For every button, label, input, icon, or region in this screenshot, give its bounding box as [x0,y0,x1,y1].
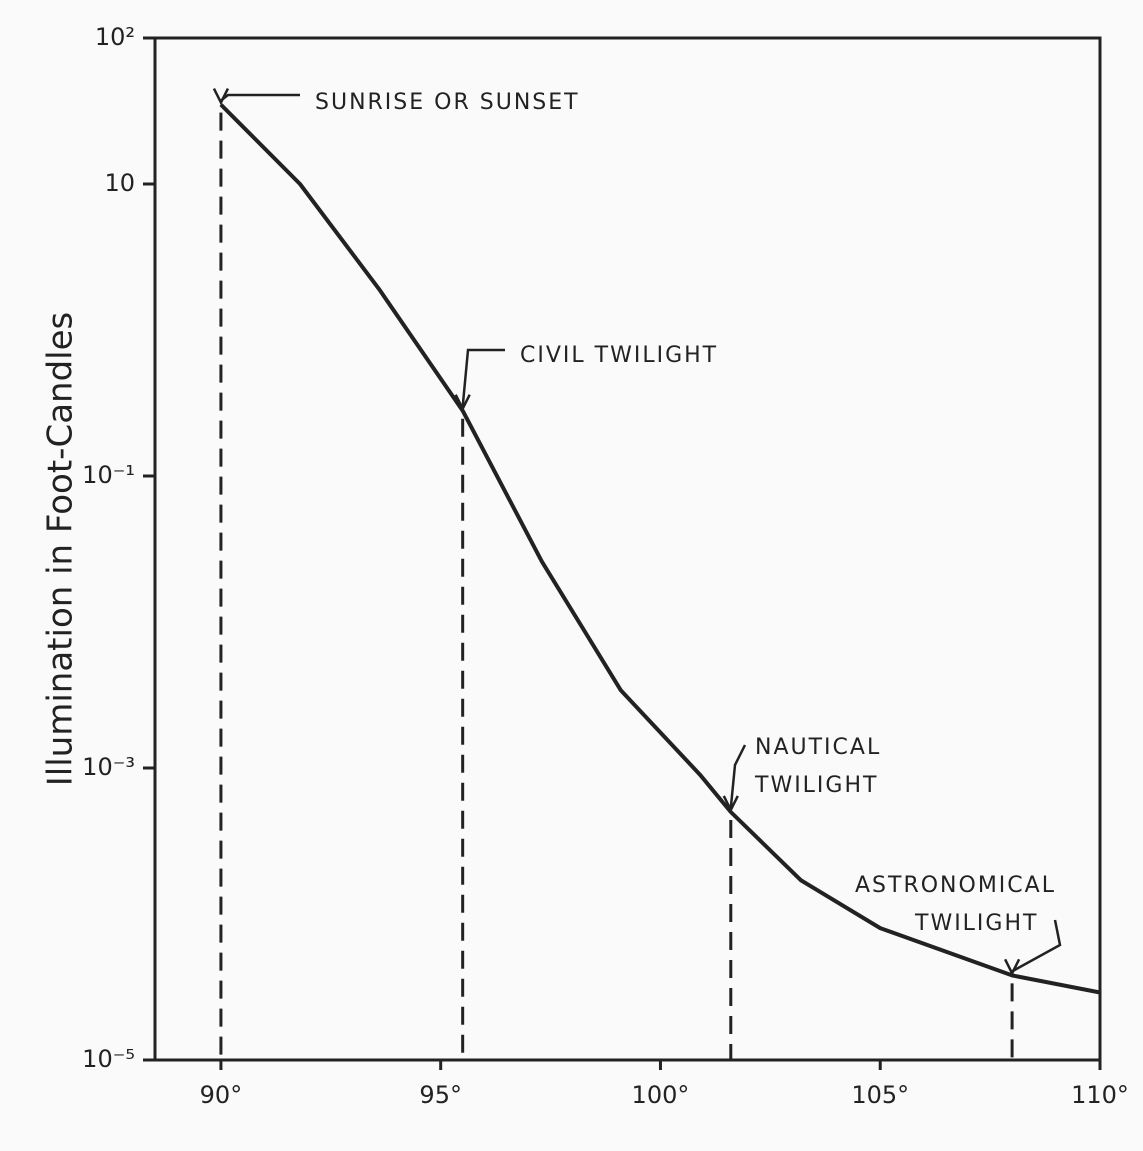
annotation-text: TWILIGHT [754,773,878,798]
curve [219,103,1101,995]
x-tick-label: 105° [851,1081,909,1109]
annotation-arrow [461,348,505,407]
annotation-text: NAUTICAL [755,735,881,760]
x-tick-label: 110° [1071,1081,1129,1109]
arrow-head [1003,958,1021,977]
x-tick-label: 90° [200,1081,243,1109]
arrow-head [722,795,739,813]
y-tick-label: 10 [104,169,135,197]
annotation-arrow [729,744,747,809]
y-axis-label: Illumination in Foot-Candles [41,312,81,787]
annotation-text: ASTRONOMICAL [855,873,1056,898]
annotation-arrow [1011,919,1062,973]
y-tick-label: 10⁻³ [82,753,135,781]
x-tick-label: 100° [632,1081,690,1109]
annotation-text: TWILIGHT [914,911,1038,936]
y-tick-label: 10² [95,23,135,51]
arrow-head [454,394,471,412]
y-tick-label: 10⁻¹ [82,461,135,489]
x-tick-label: 95° [419,1081,462,1109]
plot-frame [153,36,1102,1062]
y-tick-label: 10⁻⁵ [82,1045,135,1073]
arrow-head [212,88,230,106]
annotation-text: SUNRISE OR SUNSET [315,90,580,115]
annotation-text: CIVIL TWILIGHT [520,343,718,368]
